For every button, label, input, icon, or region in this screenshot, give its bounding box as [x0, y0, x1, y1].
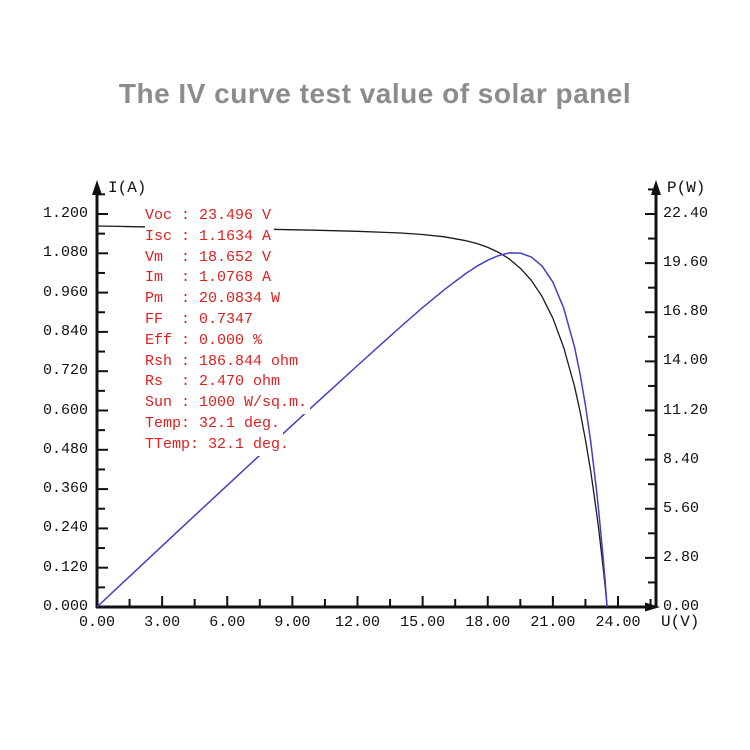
left-axis-tick-label: 0.840: [42, 322, 88, 340]
left-axis-tick-label: 0.120: [42, 558, 88, 576]
iv-curve: [96, 225, 608, 608]
annotation-line-vm: Vm : 18.652 V: [145, 247, 275, 269]
x-axis-tick-label: 21.00: [530, 614, 576, 631]
page-title: The IV curve test value of solar panel: [118, 78, 632, 109]
left-axis-tick-label: 1.200: [42, 205, 88, 222]
left-axis-tick-label: 0.720: [42, 362, 88, 380]
right-axis-tick-label: 2.80: [663, 548, 700, 566]
x-axis-tick-label: 15.00: [400, 614, 446, 631]
left-axis-tick-label: 0.480: [42, 440, 88, 458]
right-axis-tick-label: 19.60: [663, 254, 709, 272]
x-axis-tick-label: 3.00: [144, 614, 181, 631]
left-axis-tick-label: 0.000: [42, 598, 88, 615]
annotation-line-sun: Sun : 1000 W/sq.m.: [145, 393, 311, 414]
left-axis-tick-label: 0.360: [42, 480, 88, 498]
left-axis-unit-label: I(A): [108, 179, 147, 197]
annotation-line-rsh: Rsh : 186.844 ohm: [145, 351, 302, 373]
left-axis-tick-label: 1.080: [42, 244, 88, 262]
left-axis-arrow: [92, 180, 102, 195]
left-axis-tick-label: 0.240: [42, 519, 88, 537]
annotation-line-im: Im : 1.0768 A: [145, 268, 275, 290]
right-axis-tick-label: 11.20: [663, 401, 709, 419]
x-axis-tick-label: 0.00: [78, 614, 115, 631]
right-axis-tick-label: 0.00: [663, 598, 700, 615]
annotation-line-ff: FF : 0.7347: [145, 309, 257, 331]
x-axis-arrow: [645, 602, 660, 612]
right-axis-tick-label: 8.40: [663, 450, 700, 468]
right-axis-tick-label: 22.40: [663, 205, 709, 222]
x-axis-tick-label: 6.00: [209, 614, 246, 631]
right-axis-tick-label: 5.60: [663, 499, 700, 517]
left-axis-tick-label: 0.600: [42, 401, 88, 419]
annotation-line-pm: Pm : 20.0834 W: [145, 289, 284, 310]
x-axis-unit-label: U(V): [661, 613, 700, 631]
annotation-line-voc: Voc : 23.496 V: [145, 206, 275, 227]
right-axis-tick-label: 14.00: [663, 352, 709, 370]
annotation-line-temp: Temp: 32.1 deg.: [145, 413, 284, 435]
x-axis-tick-label: 18.00: [465, 614, 511, 631]
annotation-line-ttemp: TTemp: 32.1 deg.: [145, 434, 293, 456]
annotation-line-rs: Rs : 2.470 ohm: [145, 372, 284, 394]
right-axis-tick-label: 16.80: [663, 303, 709, 321]
left-axis-tick-label: 0.960: [42, 283, 88, 301]
x-axis-tick-label: 9.00: [274, 614, 311, 631]
right-axis-unit-label: P(W): [667, 179, 706, 197]
annotation-line-eff: Eff : 0.000 %: [145, 330, 266, 352]
measurement-annotations: Voc : 23.496 V Isc : 1.1634 A Vm : 18.652 …: [145, 206, 311, 456]
x-axis-tick-label: 12.00: [334, 614, 380, 631]
x-axis-tick-label: 24.00: [595, 614, 641, 631]
right-axis-arrow: [651, 180, 661, 195]
annotation-line-isc: Isc : 1.1634 A: [145, 226, 275, 248]
